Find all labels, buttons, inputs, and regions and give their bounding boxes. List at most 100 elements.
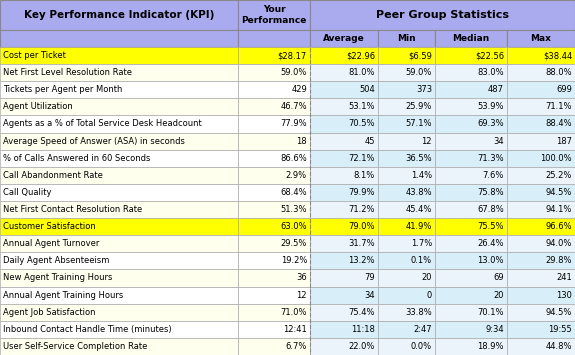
Text: 25.2%: 25.2% [546,171,572,180]
Bar [435,218,507,235]
Text: 18: 18 [296,137,307,146]
Bar [238,252,310,269]
Bar [435,98,507,115]
Text: $6.59: $6.59 [408,51,432,60]
Bar [238,286,310,304]
Text: 75.8%: 75.8% [477,188,504,197]
Text: Median: Median [453,34,490,43]
Text: 0.0%: 0.0% [411,342,432,351]
Text: Net First Contact Resolution Rate: Net First Contact Resolution Rate [3,205,142,214]
Text: Net First Level Resolution Rate: Net First Level Resolution Rate [3,68,132,77]
Text: 22.0%: 22.0% [348,342,375,351]
Bar [507,132,575,150]
Bar [238,235,310,252]
Text: Tickets per Agent per Month: Tickets per Agent per Month [3,85,122,94]
Text: 88.4%: 88.4% [545,120,572,129]
Text: Cost per Ticket: Cost per Ticket [3,51,66,60]
Text: 12: 12 [297,291,307,300]
Text: 13.0%: 13.0% [477,256,504,266]
Bar [0,47,238,64]
Bar [238,64,310,81]
Text: $28.17: $28.17 [278,51,307,60]
Bar [310,47,378,64]
Text: 487: 487 [488,85,504,94]
Bar [0,0,238,30]
Bar [378,98,435,115]
Bar [238,98,310,115]
Text: 33.8%: 33.8% [405,308,432,317]
Text: 94.5%: 94.5% [546,308,572,317]
Bar [310,338,378,355]
Bar [0,98,238,115]
Text: 71.0%: 71.0% [281,308,307,317]
Bar [238,338,310,355]
Text: 75.5%: 75.5% [477,222,504,231]
Bar [435,338,507,355]
Bar [0,167,238,184]
Bar [435,184,507,201]
Bar [378,321,435,338]
Text: 67.8%: 67.8% [477,205,504,214]
Text: Agent Utilization: Agent Utilization [3,102,73,111]
Text: 71.2%: 71.2% [348,205,375,214]
Text: 77.9%: 77.9% [281,120,307,129]
Bar [378,30,435,47]
Text: $22.56: $22.56 [475,51,504,60]
Text: 81.0%: 81.0% [348,68,375,77]
Text: 0.1%: 0.1% [411,256,432,266]
Bar [507,30,575,47]
Text: 94.5%: 94.5% [546,188,572,197]
Bar [435,201,507,218]
Text: 20: 20 [493,291,504,300]
Text: Min: Min [397,34,416,43]
Text: New Agent Training Hours: New Agent Training Hours [3,273,112,283]
Text: 34: 34 [493,137,504,146]
Bar [0,286,238,304]
Bar [435,304,507,321]
Text: 2:47: 2:47 [413,325,432,334]
Bar [435,115,507,132]
Bar [378,252,435,269]
Bar [0,132,238,150]
Text: 29.8%: 29.8% [546,256,572,266]
Bar [378,286,435,304]
Text: 79.9%: 79.9% [348,188,375,197]
Bar [435,132,507,150]
Bar [0,235,238,252]
Bar [238,269,310,286]
Bar [238,150,310,167]
Text: Annual Agent Training Hours: Annual Agent Training Hours [3,291,123,300]
Text: 1.4%: 1.4% [411,171,432,180]
Bar [378,338,435,355]
Text: 43.8%: 43.8% [405,188,432,197]
Bar [435,235,507,252]
Text: 36: 36 [296,273,307,283]
Bar [0,30,238,47]
Text: 429: 429 [292,85,307,94]
Text: 57.1%: 57.1% [405,120,432,129]
Bar [378,167,435,184]
Text: 94.0%: 94.0% [546,239,572,248]
Bar [310,321,378,338]
Text: Customer Satisfaction: Customer Satisfaction [3,222,96,231]
Bar [435,269,507,286]
Text: 100.0%: 100.0% [540,154,572,163]
Text: 9:34: 9:34 [485,325,504,334]
Bar [310,64,378,81]
Text: 88.0%: 88.0% [545,68,572,77]
Bar [507,269,575,286]
Text: 59.0%: 59.0% [281,68,307,77]
Bar [238,132,310,150]
Text: 25.9%: 25.9% [405,102,432,111]
Text: 59.0%: 59.0% [405,68,432,77]
Text: Peer Group Statistics: Peer Group Statistics [376,10,509,20]
Text: 6.7%: 6.7% [286,342,307,351]
Bar [378,269,435,286]
Bar [507,184,575,201]
Text: 11:18: 11:18 [351,325,375,334]
Bar [0,201,238,218]
Bar [435,167,507,184]
Bar [238,30,310,47]
Bar [310,218,378,235]
Bar [310,201,378,218]
